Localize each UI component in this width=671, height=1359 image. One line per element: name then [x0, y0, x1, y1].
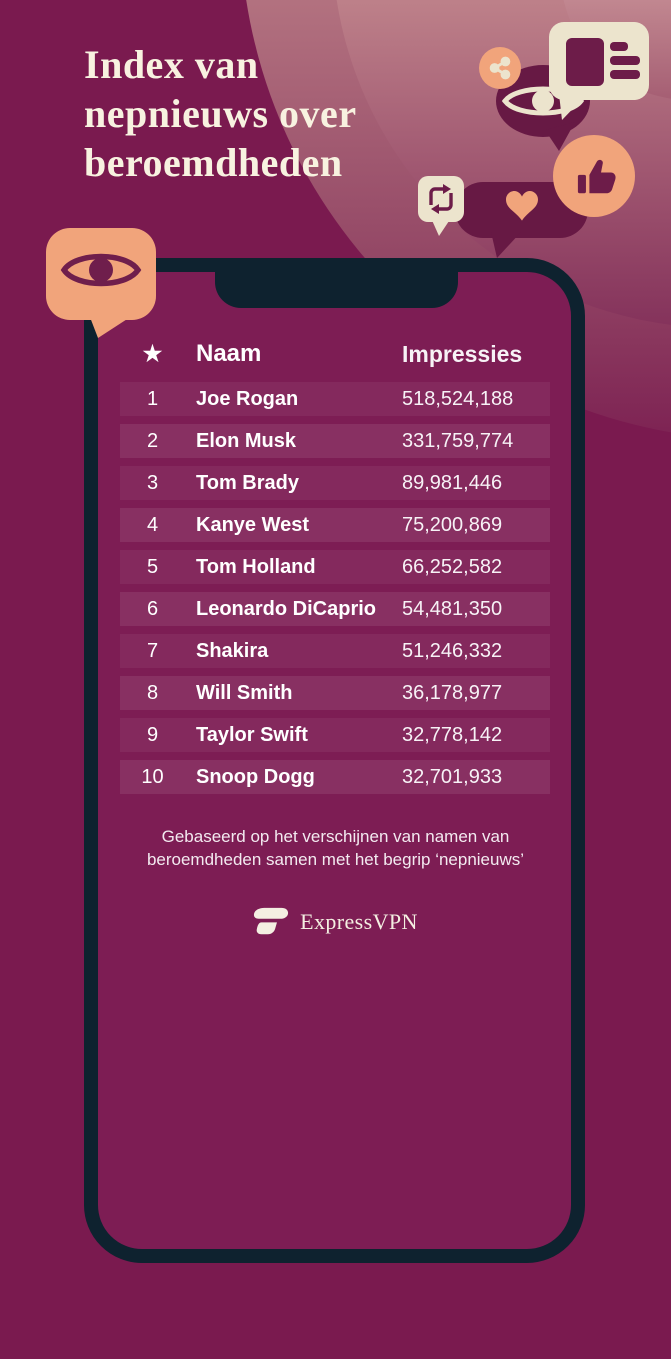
name-cell: Will Smith — [196, 681, 293, 704]
table-row: 3 Tom Brady 89,981,446 — [120, 466, 550, 500]
share-badge — [479, 47, 521, 89]
thumbs-up-icon — [577, 159, 616, 194]
rank-cell: 8 — [146, 681, 159, 704]
heart-speech-bubble — [455, 182, 588, 260]
title-line-1: Index van — [84, 42, 259, 87]
celebrity-ranking-table: ★ Naam Impressies 1 Joe Rogan 518,524,18… — [120, 334, 550, 802]
rank-cell: 10 — [141, 765, 164, 788]
table-row: 4 Kanye West 75,200,869 — [120, 508, 550, 542]
column-header-name: Naam — [196, 340, 262, 367]
star-icon: ★ — [142, 341, 163, 366]
name-cell: Elon Musk — [196, 429, 297, 452]
rank-cell: 4 — [146, 513, 159, 536]
title-line-3: beroemdheden — [84, 140, 343, 185]
table-row: 2 Elon Musk 331,759,774 — [120, 424, 550, 458]
impressions-cell: 36,178,977 — [402, 681, 503, 704]
name-cell: Tom Brady — [196, 471, 299, 494]
table-row: 10 Snoop Dogg 32,701,933 — [120, 760, 550, 794]
name-cell: Leonardo DiCaprio — [196, 597, 377, 620]
title-line-2: nepnieuws over — [84, 91, 357, 136]
name-cell: Joe Rogan — [196, 387, 299, 410]
news-speech-bubble — [549, 22, 649, 122]
impressions-cell: 51,246,332 — [402, 639, 503, 662]
impressions-cell: 75,200,869 — [402, 513, 503, 536]
name-cell: Snoop Dogg — [196, 765, 315, 788]
footnote-line-2: beroemdheden samen met het begrip ‘nepni… — [146, 850, 525, 869]
table-row: 5 Tom Holland 66,252,582 — [120, 550, 550, 584]
name-cell: Kanye West — [196, 513, 310, 536]
retweet-speech-bubble — [418, 176, 464, 238]
page-title: Index van nepnieuws over beroemdheden — [84, 40, 357, 187]
rank-cell: 5 — [146, 555, 159, 578]
table-row: 8 Will Smith 36,178,977 — [120, 676, 550, 710]
share-icon — [489, 56, 511, 80]
rank-cell: 1 — [146, 387, 159, 410]
heart-icon — [506, 191, 538, 221]
rank-cell: 2 — [146, 429, 159, 452]
table-header-row: ★ Naam Impressies — [120, 334, 550, 374]
eye-icon — [60, 253, 142, 287]
footnote-line-1: Gebaseerd op het verschijnen van namen v… — [161, 827, 510, 846]
retweet-icon — [429, 184, 453, 214]
impressions-cell: 518,524,188 — [402, 387, 514, 410]
methodology-note: Gebaseerd op het verschijnen van namen v… — [98, 825, 573, 871]
eye-icon — [501, 86, 585, 116]
like-badge — [553, 135, 635, 217]
brand-logo: ExpressVPN — [0, 906, 671, 937]
table-row: 9 Taylor Swift 32,778,142 — [120, 718, 550, 752]
impressions-cell: 32,778,142 — [402, 723, 503, 746]
rank-cell: 3 — [146, 471, 159, 494]
rank-cell: 6 — [146, 597, 159, 620]
impressions-cell: 331,759,774 — [402, 429, 514, 452]
name-cell: Shakira — [196, 639, 269, 662]
phone-mockup — [84, 258, 585, 1263]
impressions-cell: 32,701,933 — [402, 765, 503, 788]
impressions-cell: 66,252,582 — [402, 555, 503, 578]
table-row: 1 Joe Rogan 518,524,188 — [120, 382, 550, 416]
name-cell: Tom Holland — [196, 555, 316, 578]
brand-wordmark: ExpressVPN — [300, 908, 418, 934]
table-row: 7 Shakira 51,246,332 — [120, 634, 550, 668]
expressvpn-logo-icon — [254, 907, 289, 935]
rank-cell: 7 — [146, 639, 159, 662]
news-post-icon — [566, 38, 640, 86]
rank-cell: 9 — [146, 723, 159, 746]
impressions-cell: 89,981,446 — [402, 471, 503, 494]
impressions-cell: 54,481,350 — [402, 597, 503, 620]
name-cell: Taylor Swift — [196, 723, 308, 746]
phone-notch — [215, 258, 458, 308]
eye-speech-bubble-left — [42, 222, 156, 340]
column-header-impressions: Impressies — [402, 340, 523, 367]
table-row: 6 Leonardo DiCaprio 54,481,350 — [120, 592, 550, 626]
